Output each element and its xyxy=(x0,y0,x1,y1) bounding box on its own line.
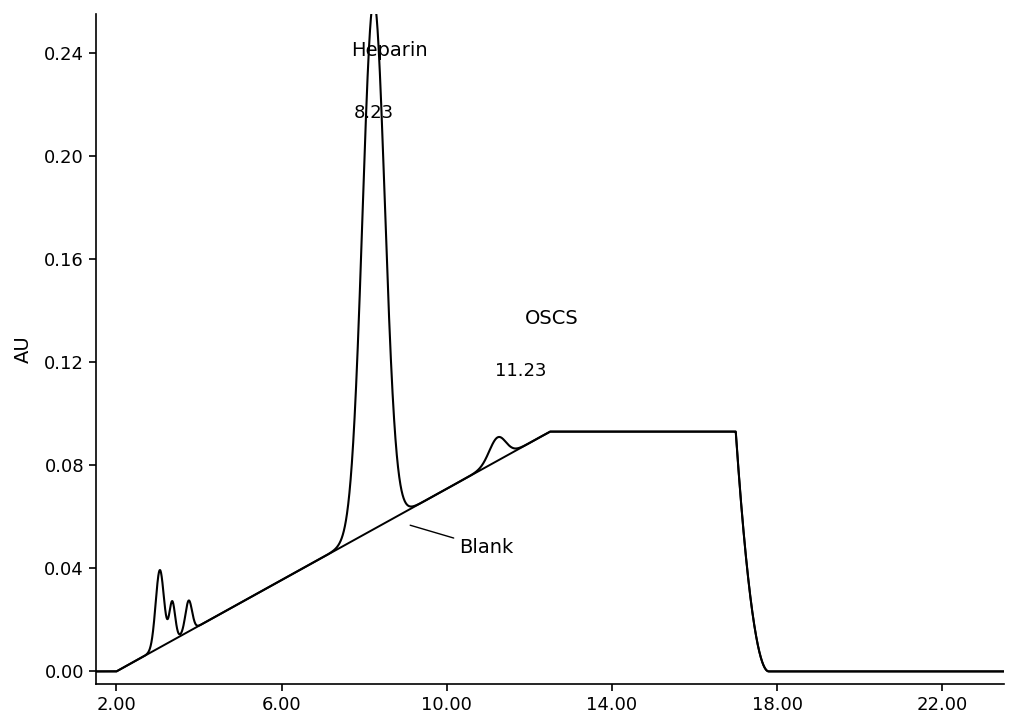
Y-axis label: AU: AU xyxy=(14,335,33,363)
Text: OSCS: OSCS xyxy=(525,309,579,328)
Text: 8.23: 8.23 xyxy=(353,104,394,122)
Text: Heparin: Heparin xyxy=(350,41,428,60)
Text: Blank: Blank xyxy=(410,525,513,557)
Text: 11.23: 11.23 xyxy=(496,362,547,380)
